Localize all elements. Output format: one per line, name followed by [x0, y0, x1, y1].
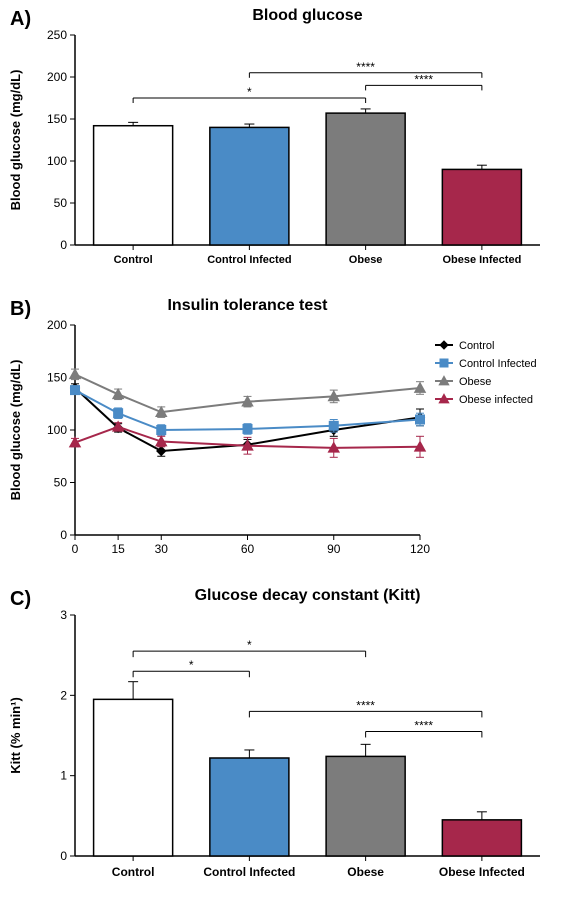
panel-b: B) Insulin tolerance test Blood glucose (…: [0, 290, 565, 580]
svg-text:150: 150: [47, 112, 67, 126]
svg-text:*: *: [247, 85, 252, 99]
svg-text:****: ****: [414, 718, 433, 732]
svg-text:Kitt (% min¹): Kitt (% min¹): [8, 697, 23, 774]
svg-text:*: *: [247, 638, 252, 652]
svg-text:100: 100: [47, 154, 67, 168]
svg-text:Blood glucose (mg/dL): Blood glucose (mg/dL): [8, 360, 23, 501]
svg-text:Obese Infected: Obese Infected: [439, 865, 525, 879]
svg-text:100: 100: [47, 423, 67, 437]
panel-b-label: B): [10, 298, 31, 321]
svg-text:15: 15: [111, 542, 125, 556]
svg-text:120: 120: [410, 542, 430, 556]
svg-text:Obese infected: Obese infected: [459, 394, 533, 406]
panel-c-label: C): [10, 588, 31, 611]
panel-a-label: A): [10, 8, 31, 31]
svg-text:Control Infected: Control Infected: [459, 358, 537, 370]
svg-text:*: *: [189, 658, 194, 672]
svg-text:Blood glucose (mg/dL): Blood glucose (mg/dL): [8, 70, 23, 211]
svg-text:150: 150: [47, 371, 67, 385]
panel-c: C) Glucose decay constant (Kitt) Kitt (% …: [0, 580, 565, 911]
svg-text:Insulin tolerance test: Insulin tolerance test: [167, 297, 328, 314]
svg-text:2: 2: [60, 688, 67, 702]
svg-text:200: 200: [47, 318, 67, 332]
svg-text:50: 50: [54, 196, 68, 210]
svg-text:0: 0: [72, 542, 79, 556]
svg-text:Control: Control: [459, 340, 494, 352]
svg-text:0: 0: [60, 528, 67, 542]
svg-text:Control Infected: Control Infected: [203, 865, 295, 879]
svg-text:****: ****: [414, 72, 433, 86]
svg-text:250: 250: [47, 28, 67, 42]
svg-text:60: 60: [241, 542, 255, 556]
figure-container: A) Blood glucose Blood glucose (mg/dL) 0 50…: [0, 0, 565, 911]
panel-c-chart: Glucose decay constant (Kitt) Kitt (% min…: [0, 580, 565, 911]
svg-text:Control Infected: Control Infected: [207, 254, 291, 266]
svg-text:Obese: Obese: [349, 254, 383, 266]
svg-text:50: 50: [54, 476, 68, 490]
svg-text:0: 0: [60, 238, 67, 252]
svg-text:90: 90: [327, 542, 341, 556]
svg-text:0: 0: [60, 849, 67, 863]
svg-text:Glucose decay constant (Kitt): Glucose decay constant (Kitt): [195, 587, 421, 604]
svg-text:200: 200: [47, 70, 67, 84]
panel-a-chart: Blood glucose Blood glucose (mg/dL) 0 50 100…: [0, 0, 565, 290]
panel-a: A) Blood glucose Blood glucose (mg/dL) 0 50…: [0, 0, 565, 290]
svg-text:30: 30: [155, 542, 169, 556]
svg-text:****: ****: [356, 698, 375, 712]
svg-text:1: 1: [60, 769, 67, 783]
svg-text:Blood glucose: Blood glucose: [252, 7, 362, 24]
panel-b-chart: Insulin tolerance test Blood glucose (mg/…: [0, 290, 565, 580]
svg-text:Obese: Obese: [347, 865, 384, 879]
svg-text:Obese Infected: Obese Infected: [442, 254, 521, 266]
svg-text:Control: Control: [114, 254, 153, 266]
svg-text:3: 3: [60, 608, 67, 622]
svg-text:Obese: Obese: [459, 376, 491, 388]
svg-text:Control: Control: [112, 865, 155, 879]
svg-text:****: ****: [356, 60, 375, 74]
